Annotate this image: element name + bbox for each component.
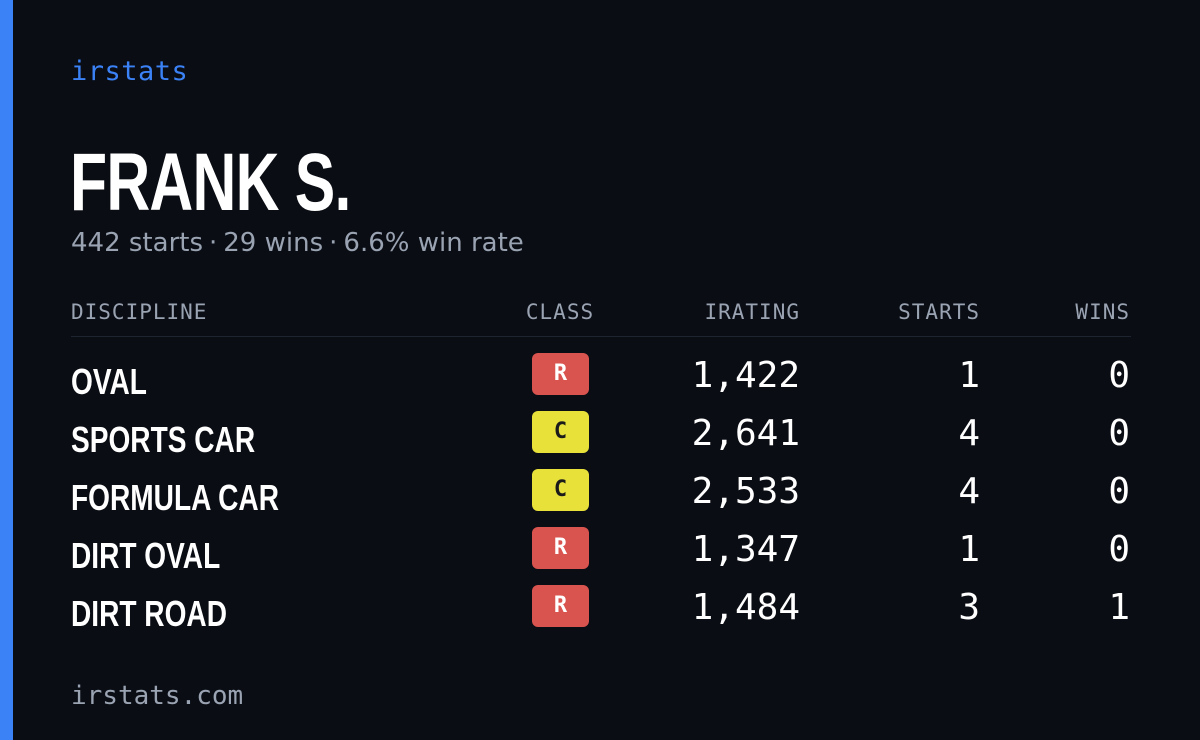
class-badge: R <box>532 585 589 627</box>
discipline-name: SPORTS CAR <box>71 419 256 460</box>
table-row: FORMULA CAR C 2,533 4 0 <box>71 469 1131 527</box>
wins-value: 1 <box>1108 587 1130 628</box>
starts-value: 1 <box>958 529 980 570</box>
irating-value: 2,641 <box>691 413 800 454</box>
starts-value: 1 <box>958 355 980 396</box>
wins-value: 0 <box>1108 471 1130 512</box>
starts-value: 4 <box>958 413 980 454</box>
header-discipline: DISCIPLINE <box>71 300 208 324</box>
accent-bar <box>0 0 13 740</box>
class-badge: R <box>532 353 589 395</box>
class-badge: C <box>532 469 589 511</box>
discipline-name: OVAL <box>71 361 147 402</box>
driver-name: FRANK S. <box>70 137 351 228</box>
header-wins: WINS <box>1075 300 1130 324</box>
table-header: DISCIPLINE CLASS IRATING STARTS WINS <box>71 296 1131 337</box>
separator: · <box>329 228 338 258</box>
discipline-table: DISCIPLINE CLASS IRATING STARTS WINS OVA… <box>71 296 1131 643</box>
wins-value: 0 <box>1108 355 1130 396</box>
table-row: DIRT ROAD R 1,484 3 1 <box>71 585 1131 643</box>
header-class: CLASS <box>525 300 595 324</box>
irating-value: 1,422 <box>691 355 800 396</box>
discipline-name: FORMULA CAR <box>71 477 279 518</box>
starts-value: 3 <box>958 587 980 628</box>
class-badge: R <box>532 527 589 569</box>
irating-value: 1,484 <box>691 587 800 628</box>
footer-url: irstats.com <box>71 681 244 711</box>
winrate-summary: 6.6% win rate <box>343 228 524 258</box>
brand-logo-text: irstats <box>71 56 189 87</box>
table-row: SPORTS CAR C 2,641 4 0 <box>71 411 1131 469</box>
starts-value: 4 <box>958 471 980 512</box>
driver-summary: 442 starts · 29 wins · 6.6% win rate <box>71 228 524 258</box>
wins-value: 0 <box>1108 529 1130 570</box>
table-row: DIRT OVAL R 1,347 1 0 <box>71 527 1131 585</box>
irating-value: 1,347 <box>691 529 800 570</box>
class-badge: C <box>532 411 589 453</box>
header-irating: IRATING <box>704 300 800 324</box>
discipline-name: DIRT OVAL <box>71 535 221 576</box>
header-starts: STARTS <box>898 300 980 324</box>
separator: · <box>209 228 218 258</box>
table-row: OVAL R 1,422 1 0 <box>71 353 1131 411</box>
discipline-name: DIRT ROAD <box>71 593 227 634</box>
starts-summary: 442 starts <box>71 228 203 258</box>
wins-value: 0 <box>1108 413 1130 454</box>
table-body: OVAL R 1,422 1 0 SPORTS CAR C 2,641 4 0 … <box>71 353 1131 643</box>
wins-summary: 29 wins <box>223 228 324 258</box>
irating-value: 2,533 <box>691 471 800 512</box>
